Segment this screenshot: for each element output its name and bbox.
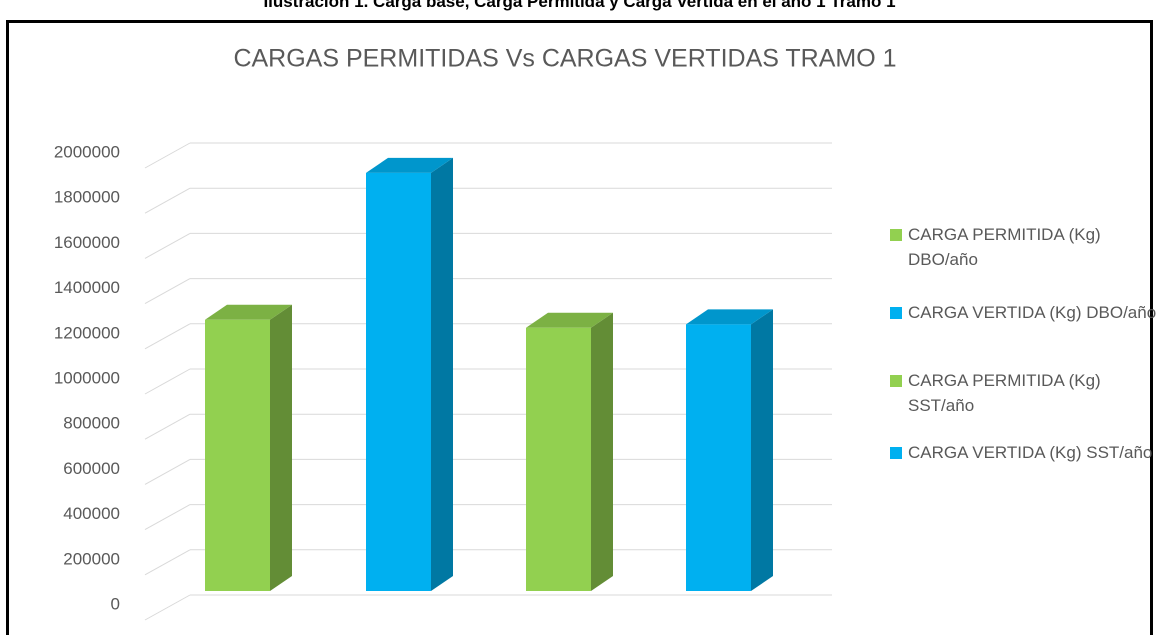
y-tick-label: 800000	[63, 414, 120, 433]
bar	[686, 309, 773, 591]
bar	[205, 304, 292, 591]
y-tick-label: 600000	[63, 459, 120, 478]
bar-face	[366, 157, 453, 173]
bar-face	[591, 312, 613, 591]
y-tick-label: 2000000	[54, 142, 120, 161]
legend-swatch	[890, 447, 902, 459]
bar-face	[686, 309, 773, 325]
bar-face	[205, 319, 270, 591]
grid-line	[144, 504, 191, 531]
y-tick-label: 1000000	[54, 368, 120, 387]
y-tick-label: 200000	[63, 549, 120, 568]
chart-title: CARGAS PERMITIDAS Vs CARGAS VERTIDAS TRA…	[233, 45, 896, 73]
legend-item: CARGA PERMITIDA (Kg) SST/año	[890, 368, 1159, 418]
bar-face	[526, 312, 613, 328]
y-tick-label: 1400000	[54, 278, 120, 297]
y-tick-label: 1800000	[54, 188, 120, 207]
bar-face	[270, 304, 292, 591]
bar-face	[366, 172, 431, 591]
y-tick-label: 1200000	[54, 323, 120, 342]
grid-line	[144, 594, 191, 621]
bar-face	[431, 157, 453, 591]
bar-face	[526, 327, 591, 591]
grid-line	[144, 232, 191, 259]
y-tick-label: 400000	[63, 504, 120, 523]
grid-line	[144, 549, 191, 576]
bar	[366, 157, 453, 591]
legend-item: CARGA VERTIDA (Kg) SST/año	[890, 440, 1159, 465]
grid-line	[144, 323, 191, 350]
legend-label: CARGA PERMITIDA (Kg) DBO/año	[908, 225, 1101, 269]
legend-label: CARGA VERTIDA (Kg) SST/año	[908, 443, 1153, 462]
caption: Ilustración 1. Carga base, Carga Permiti…	[263, 0, 896, 11]
legend-label: CARGA VERTIDA (Kg) DBO/año	[908, 303, 1157, 322]
legend-item: CARGA VERTIDA (Kg) DBO/año	[890, 300, 1159, 325]
grid-line	[144, 458, 191, 485]
chart-frame	[6, 20, 1153, 635]
legend-swatch	[890, 375, 902, 387]
legend-label: CARGA PERMITIDA (Kg) SST/año	[908, 371, 1101, 415]
bar	[526, 312, 613, 591]
grid-line	[144, 413, 191, 440]
bar-face	[205, 304, 292, 320]
y-tick-label: 1600000	[54, 233, 120, 252]
grid-line	[144, 142, 191, 169]
legend-swatch	[890, 229, 902, 241]
y-tick-label: 0	[111, 594, 120, 613]
legend-item: CARGA PERMITIDA (Kg) DBO/año	[890, 222, 1159, 272]
grid-line	[144, 187, 191, 214]
bar-face	[751, 309, 773, 591]
grid-line	[144, 278, 191, 305]
legend-swatch	[890, 307, 902, 319]
bar-face	[686, 324, 751, 591]
grid-line	[144, 368, 191, 395]
